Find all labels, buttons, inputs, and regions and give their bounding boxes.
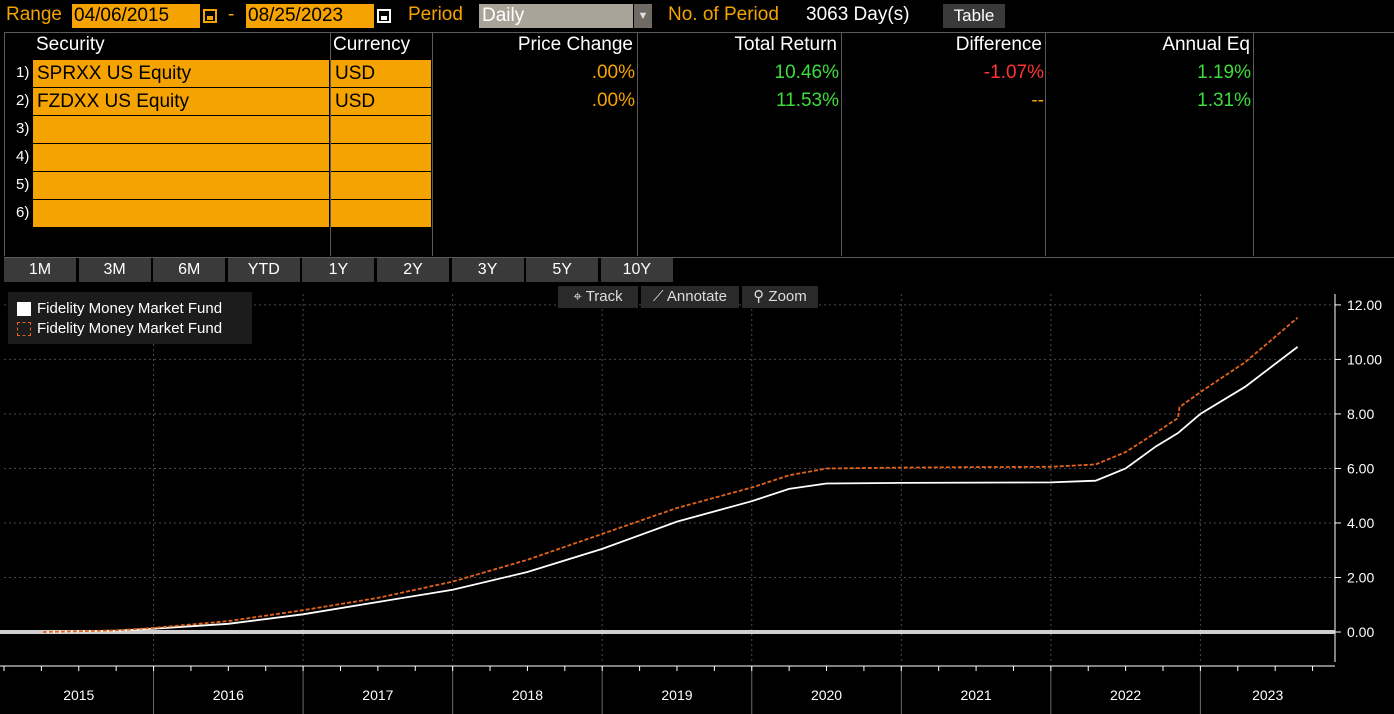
range-button-ytd[interactable]: YTD [227, 258, 300, 282]
total-return-value: 11.53% [775, 90, 839, 111]
periods-value: 3063 Day(s) [806, 4, 910, 25]
y-tick-label: 12.00 [1347, 297, 1382, 313]
difference-value: -- [1031, 90, 1044, 111]
header-price-change[interactable]: Price Change [517, 34, 633, 55]
row-number: 3) [16, 120, 30, 137]
range-button-1y[interactable]: 1Y [302, 258, 375, 282]
x-tick-label: 2015 [63, 687, 94, 703]
security-cell[interactable]: FZDXX US Equity [33, 88, 329, 116]
y-tick-label: 4.00 [1347, 515, 1374, 531]
start-date-field[interactable]: 04/06/2015 [72, 4, 200, 28]
period-select[interactable]: Daily [479, 4, 633, 28]
currency-cell[interactable] [331, 116, 431, 144]
price-change-value: .00% [591, 62, 635, 83]
row-number: 6) [16, 204, 30, 221]
range-button-3m[interactable]: 3M [78, 258, 151, 282]
security-cell[interactable] [33, 116, 329, 144]
period-label: Period [408, 4, 463, 25]
y-tick-label: 2.00 [1347, 569, 1374, 585]
total-return-value: 10.46% [774, 62, 839, 83]
security-cell[interactable]: SPRXX US Equity [33, 60, 329, 88]
row-number: 1) [16, 64, 30, 81]
range-button-1m[interactable]: 1M [4, 258, 76, 282]
x-tick-label: 2017 [362, 687, 393, 703]
series-swatch-dashed [17, 322, 31, 336]
zoom-label: Zoom [768, 288, 807, 305]
y-tick-label: 10.00 [1347, 351, 1382, 367]
currency-cell[interactable] [331, 200, 431, 228]
security-cell[interactable] [33, 200, 329, 228]
securities-table [4, 32, 1394, 258]
track-button[interactable]: ⌖ Track [558, 286, 638, 308]
calendar-icon[interactable] [377, 9, 391, 23]
x-tick-label: 2016 [213, 687, 244, 703]
header-difference[interactable]: Difference [955, 34, 1042, 55]
chart-legend [8, 292, 252, 344]
line-chart[interactable]: 12.00 10.00 8.00 6.00 4.00 2.00 0.00 2015 2016 20… [0, 282, 1394, 714]
periods-label: No. of Period [668, 4, 779, 25]
y-tick-label: 6.00 [1347, 460, 1374, 476]
currency-cell[interactable]: USD [331, 60, 431, 88]
header-total-return[interactable]: Total Return [734, 34, 837, 55]
range-button-10y[interactable]: 10Y [600, 258, 673, 282]
legend-label: Fidelity Money Market Fund [37, 320, 223, 337]
range-button-2y[interactable]: 2Y [377, 258, 449, 282]
annual-eq-value: 1.31% [1197, 90, 1251, 111]
series-line-dashed [42, 317, 1299, 633]
zoom-button[interactable]: ⚲ Zoom [742, 286, 818, 308]
x-tick-label: 2021 [961, 687, 992, 703]
y-tick-label: 0.00 [1347, 624, 1374, 640]
crosshair-icon: ⌖ [573, 288, 586, 305]
header-currency[interactable]: Currency [333, 34, 411, 55]
pencil-icon: ⟋ [653, 288, 667, 305]
x-tick-label: 2023 [1252, 687, 1283, 703]
x-tick-label: 2020 [811, 687, 842, 703]
x-tick-label: 2022 [1110, 687, 1141, 703]
annual-eq-value: 1.19% [1197, 62, 1251, 83]
track-label: Track [585, 288, 623, 305]
price-change-value: .00% [591, 90, 635, 111]
currency-cell[interactable] [331, 172, 431, 200]
date-separator: - [228, 4, 235, 25]
row-number: 2) [16, 92, 30, 109]
range-label: Range [6, 4, 62, 25]
annotate-label: Annotate [666, 288, 727, 305]
security-cell[interactable] [33, 172, 329, 200]
calendar-icon[interactable] [203, 9, 217, 23]
end-date-field[interactable]: 08/25/2023 [246, 4, 374, 28]
y-tick-label: 8.00 [1347, 406, 1374, 422]
x-tick-label: 2019 [661, 687, 692, 703]
header-security[interactable]: Security [36, 34, 105, 55]
range-button-3y[interactable]: 3Y [451, 258, 524, 282]
legend-label: Fidelity Money Market Fund [37, 300, 223, 317]
security-cell[interactable] [33, 144, 329, 172]
x-tick-label: 2018 [512, 687, 543, 703]
row-number: 5) [16, 176, 30, 193]
chevron-down-icon[interactable]: ▼ [634, 4, 652, 28]
range-button-6m[interactable]: 6M [153, 258, 226, 282]
row-number: 4) [16, 148, 30, 165]
annotate-button[interactable]: ⟋ Annotate [641, 286, 739, 308]
series-swatch-solid [17, 302, 31, 316]
difference-value: -1.07% [983, 62, 1044, 83]
header-annual-eq[interactable]: Annual Eq [1162, 34, 1250, 55]
currency-cell[interactable] [331, 144, 431, 172]
magnifier-icon: ⚲ [753, 288, 769, 305]
series-line-solid [42, 346, 1299, 633]
range-button-5y[interactable]: 5Y [526, 258, 599, 282]
currency-cell[interactable]: USD [331, 88, 431, 116]
table-button[interactable]: Table [943, 4, 1005, 28]
